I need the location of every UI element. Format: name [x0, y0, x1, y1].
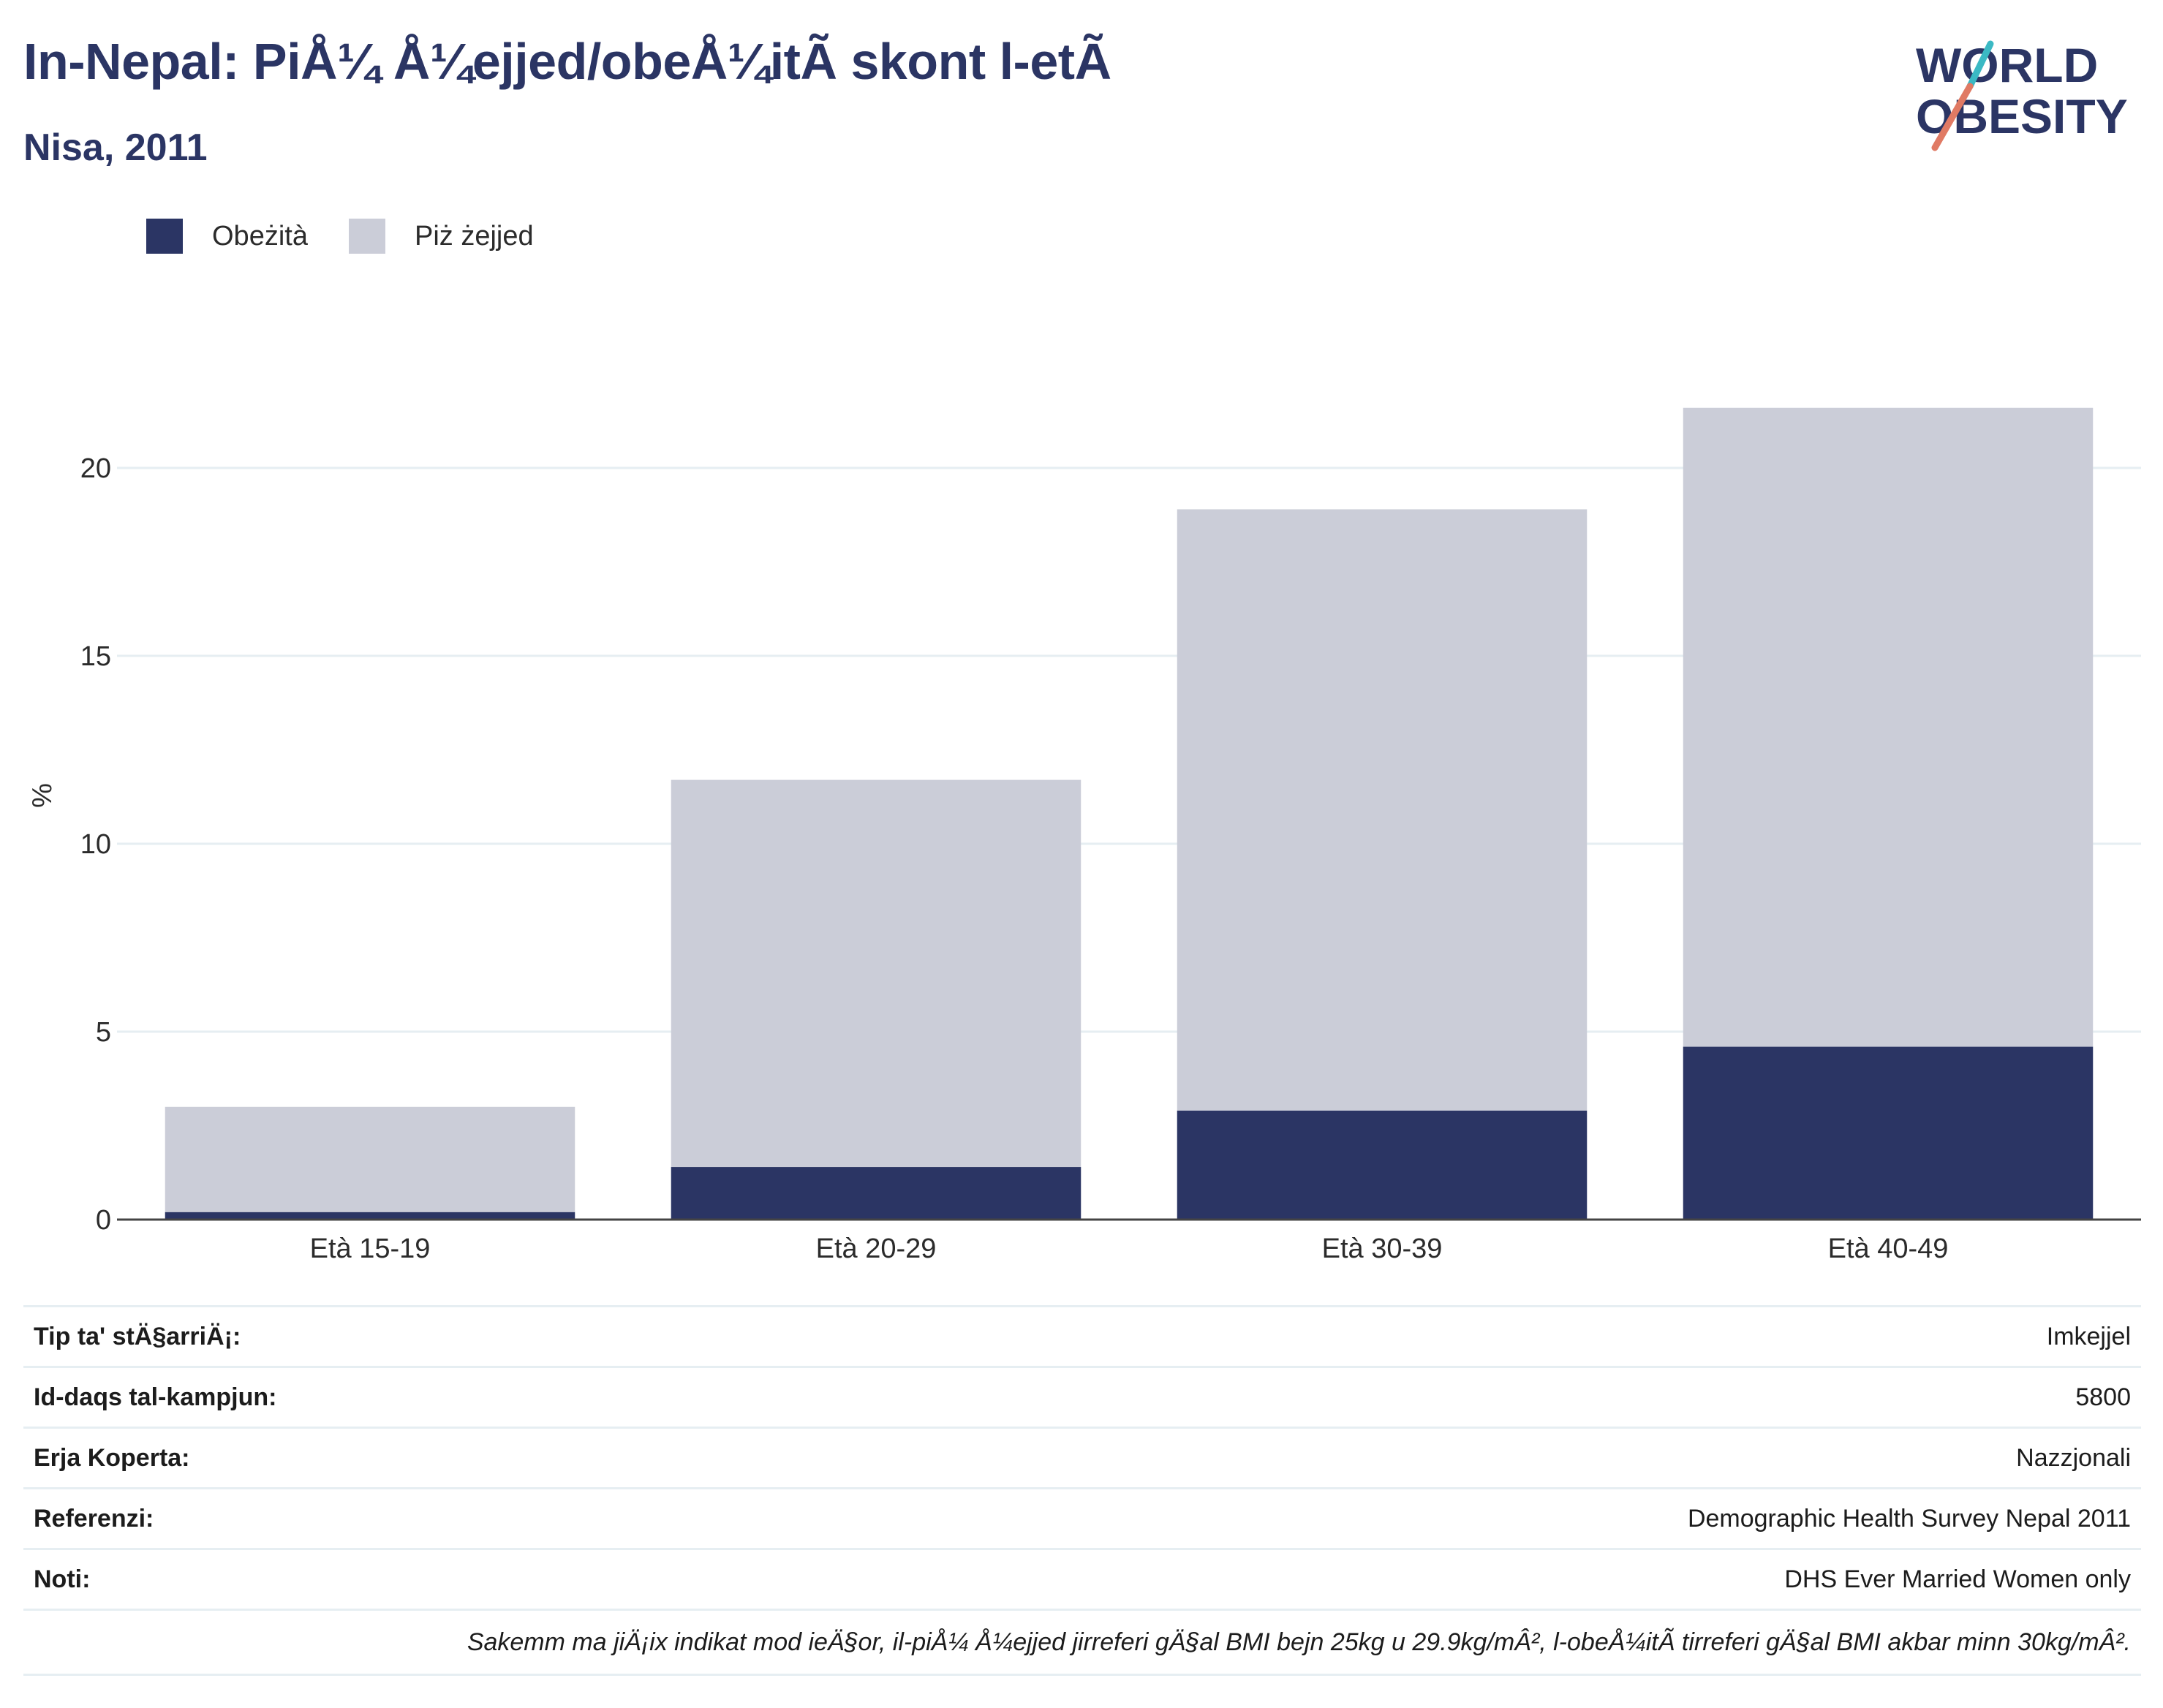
x-tick-label: Età 15-19 [310, 1233, 431, 1264]
bars [165, 407, 2094, 1220]
world-obesity-logo: WORLD OBESITY [1916, 38, 2128, 151]
bar-segment-obesity[interactable] [671, 1167, 1082, 1220]
logo-line-2: OBESITY [1916, 89, 2128, 143]
logo-slash-coral [1931, 83, 1974, 151]
legend-item-overweight[interactable]: Piż żejjed [348, 219, 534, 254]
y-tick-label: 15 [80, 641, 111, 672]
bar-segment-overweight[interactable] [1177, 509, 1588, 1111]
bar-segment-overweight[interactable] [1683, 407, 2094, 1047]
y-tick-label: 0 [96, 1205, 111, 1236]
info-row: Erja Koperta: Nazzjonali [23, 1427, 2141, 1489]
bar-segment-obesity[interactable] [1683, 1046, 2094, 1220]
info-key: Referenzi: [23, 1487, 791, 1549]
info-value: Demographic Health Survey Nepal 2011 [790, 1487, 2141, 1549]
legend-label-overweight: Piż żejjed [414, 220, 534, 252]
y-tick-label: 5 [96, 1017, 111, 1048]
logo-slash-teal [1966, 40, 1994, 90]
bar-segment-overweight[interactable] [165, 1106, 575, 1212]
bar-segment-obesity[interactable] [165, 1212, 575, 1220]
info-value: Imkejjel [790, 1305, 2141, 1367]
info-value: Nazzjonali [790, 1427, 2141, 1489]
chart-title: In-Nepal: PiÅ¼ Å¼ejjed/obeÅ¼itÃ skont l-… [23, 33, 1111, 90]
logo-line-1: WORLD [1916, 38, 2098, 92]
chart-subtitle: Nisa, 2011 [23, 126, 208, 169]
y-tick-label: 10 [80, 829, 111, 860]
bar-segment-obesity[interactable] [1177, 1110, 1588, 1220]
footnote-row: Sakemm ma jiÄ¡ix indikat mod ieÄ§or, il-… [23, 1609, 2141, 1676]
y-tick-label: 20 [80, 453, 111, 484]
legend-swatch-overweight [348, 219, 385, 254]
info-value: DHS Ever Married Women only [790, 1548, 2141, 1610]
info-value: 5800 [790, 1366, 2141, 1428]
info-key: Erja Koperta: [23, 1427, 791, 1489]
info-key: Tip ta' stÄ§arriÄ¡: [23, 1305, 791, 1367]
x-tick-label: Età 20-29 [816, 1233, 937, 1264]
axes: 0 5 10 15 20 Età 15-19 Età 20-29 Età 30-39 Età 4… [80, 453, 2141, 1264]
info-key: Id-daqs tal-kampjun: [23, 1366, 791, 1428]
info-key: Noti: [23, 1548, 791, 1610]
legend-label-obesity: Obeżità [212, 220, 308, 252]
info-row: Id-daqs tal-kampjun: 5800 [23, 1366, 2141, 1428]
x-tick-label: Età 40-49 [1828, 1233, 1949, 1264]
legend-item-obesity[interactable]: Obeżità [146, 219, 308, 254]
footnote: Sakemm ma jiÄ¡ix indikat mod ieÄ§or, il-… [23, 1609, 2141, 1676]
legend-swatch-obesity [146, 219, 183, 254]
info-row: Tip ta' stÄ§arriÄ¡: Imkejjel [23, 1305, 2141, 1367]
legend: Obeżità Piż żejjed [146, 216, 575, 256]
info-row: Referenzi: Demographic Health Survey Nepa… [23, 1487, 2141, 1549]
stacked-bar-chart: 0 5 10 15 20 Età 15-19 Età 20-29 Età 30-39 Età 4… [27, 407, 2141, 1264]
bar-segment-overweight[interactable] [671, 779, 1082, 1168]
info-row: Noti: DHS Ever Married Women only [23, 1548, 2141, 1610]
x-tick-label: Età 30-39 [1322, 1233, 1443, 1264]
info-table: Tip ta' stÄ§arriÄ¡: Imkejjel Id-daqs tal-k… [23, 1305, 2141, 1676]
y-axis-label: % [27, 783, 58, 808]
